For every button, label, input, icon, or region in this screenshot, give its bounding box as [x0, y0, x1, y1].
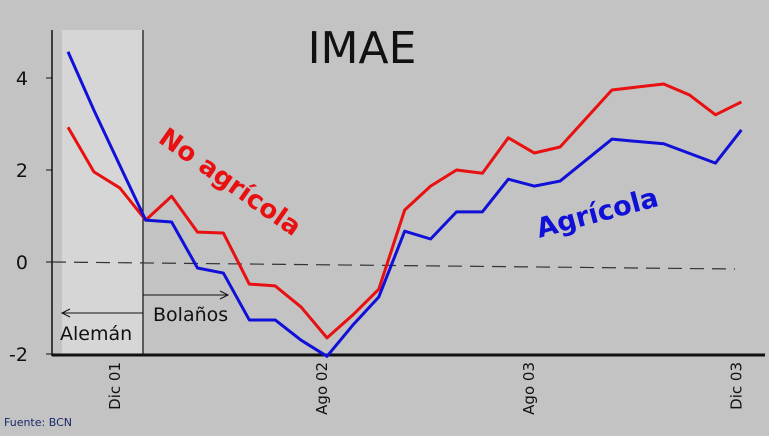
series-line-agricola	[66, 51, 743, 358]
bolanos-arrowhead-icon	[219, 290, 230, 300]
bolanos-label: Bolaños	[153, 304, 228, 326]
aleman-period-shade	[62, 30, 143, 355]
x-tick-label: Ago 02	[313, 362, 331, 415]
x-tick-label: Dic 01	[106, 362, 124, 410]
label-no-agricola: No agrícola	[153, 123, 306, 243]
y-tick-label: -2	[9, 344, 28, 366]
zero-line	[51, 261, 736, 270]
y-tick-label: 4	[16, 68, 28, 90]
y-tick-label: 0	[16, 252, 28, 274]
x-tick-label: Ago 03	[520, 362, 538, 415]
chart-title: IMAE	[308, 23, 417, 74]
x-tick-label: Dic 03	[727, 362, 745, 410]
source-note: Fuente: BCN	[4, 416, 72, 429]
y-tick-label: 2	[16, 160, 28, 182]
aleman-label: Alemán	[60, 323, 132, 345]
aleman-arrowhead-icon	[60, 308, 71, 318]
label-agricola: Agrícola	[533, 182, 662, 244]
